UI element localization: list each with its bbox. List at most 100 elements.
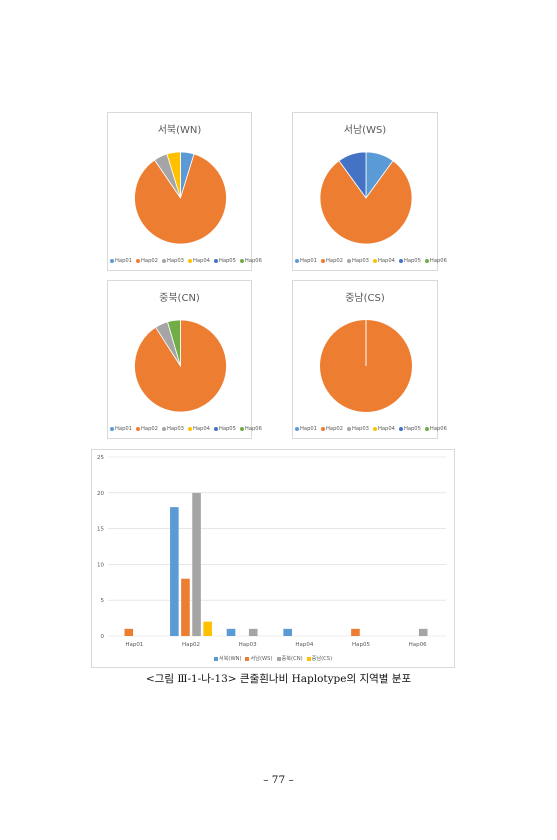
legend-label: Hap03 bbox=[166, 258, 184, 264]
legend-item-hap02: Hap02 bbox=[320, 426, 343, 432]
x-tick-label: Hap04 bbox=[295, 642, 313, 648]
legend-item-hap03: Hap03 bbox=[161, 258, 184, 264]
legend-marker bbox=[320, 258, 325, 263]
legend-marker bbox=[398, 426, 403, 431]
pie-chart-legend: Hap01 Hap02 Hap03 Hap04 Hap05 Hap06 bbox=[293, 258, 447, 264]
legend-marker bbox=[346, 426, 351, 431]
legend-marker bbox=[161, 258, 166, 263]
legend-item-hap01: Hap01 bbox=[295, 426, 317, 432]
legend-item-hap02: Hap02 bbox=[135, 426, 158, 432]
legend-label: Hap05 bbox=[218, 426, 236, 432]
legend-item-hap01: Hap01 bbox=[110, 426, 132, 432]
legend-item-hap06: Hap06 bbox=[424, 426, 447, 432]
legend-item-hap05: Hap05 bbox=[398, 258, 421, 264]
legend-marker bbox=[320, 426, 325, 431]
legend-item-hap01: Hap01 bbox=[110, 258, 132, 264]
pie-slice-hap02 bbox=[134, 153, 227, 245]
legend-marker bbox=[295, 258, 299, 263]
legend-marker bbox=[161, 426, 166, 431]
pie-chart-title: 중남(CS) bbox=[345, 293, 385, 304]
legend-item: 서남(WS) bbox=[245, 655, 273, 662]
legend-marker bbox=[110, 426, 114, 431]
legend-marker bbox=[187, 258, 192, 263]
legend-label: Hap04 bbox=[377, 426, 395, 432]
pie-chart-panel-cs: 중남(CS) Hap01 Hap02 Hap03 Hap04 Hap05 Hap06 bbox=[292, 280, 447, 439]
bar-chart-svg: 0 5 10 15 20 25 Hap01 Hap02 Hap03 Hap04 Hap05 Hap06 bbox=[97, 455, 446, 648]
pie-chart-panel-cn: 중북(CN) Hap01 Hap02 Hap03 Hap04 Hap05 Hap06 bbox=[107, 280, 262, 439]
legend-marker bbox=[239, 258, 244, 263]
legend-item-hap04: Hap04 bbox=[187, 426, 210, 432]
legend-item-hap03: Hap03 bbox=[161, 426, 184, 432]
pie-chart-svg bbox=[319, 151, 413, 245]
y-tick-label: 5 bbox=[101, 598, 105, 604]
legend-marker bbox=[135, 426, 140, 431]
bar-hap02-series-2 bbox=[192, 492, 201, 636]
legend-label: 서남(WS) bbox=[250, 656, 273, 662]
x-tick-label: Hap03 bbox=[239, 642, 257, 648]
legend-marker bbox=[424, 426, 429, 431]
y-tick-label: 15 bbox=[97, 527, 104, 533]
bar-chart-panel: 0 5 10 15 20 25 Hap01 Hap02 Hap03 Hap04 Hap05 Hap06… bbox=[91, 449, 455, 668]
legend-label: Hap04 bbox=[192, 258, 210, 264]
legend-label: Hap02 bbox=[325, 426, 343, 432]
legend-item-hap04: Hap04 bbox=[372, 426, 395, 432]
legend-label: 중북(CN) bbox=[281, 656, 303, 662]
pie-chart-svg bbox=[320, 320, 412, 412]
legend-label: Hap02 bbox=[325, 258, 343, 264]
pie-chart-legend: Hap01 Hap02 Hap03 Hap04 Hap05 Hap06 bbox=[108, 258, 262, 264]
legend-item-hap03: Hap03 bbox=[346, 258, 369, 264]
legend-marker bbox=[306, 656, 311, 661]
legend-marker bbox=[135, 258, 140, 263]
legend-label: Hap04 bbox=[192, 426, 210, 432]
bar-chart-legend: 서북(WN) 서남(WS) 중북(CN) 중남(CS) bbox=[92, 655, 454, 662]
bar-hap06-series-2 bbox=[418, 628, 428, 636]
pie-slice-hap04 bbox=[166, 151, 181, 199]
bar-hap02-series-0 bbox=[170, 507, 179, 636]
x-tick-label: Hap01 bbox=[125, 642, 143, 648]
y-tick-label: 0 bbox=[101, 634, 105, 640]
legend-item-hap03: Hap03 bbox=[346, 426, 369, 432]
legend-label: Hap01 bbox=[300, 426, 317, 432]
pie-chart-title: 서북(WN) bbox=[157, 125, 202, 136]
legend-marker bbox=[372, 426, 377, 431]
x-tick-label: Hap05 bbox=[352, 642, 370, 648]
legend-label: Hap06 bbox=[429, 258, 447, 264]
legend-label: Hap06 bbox=[244, 426, 262, 432]
legend-marker bbox=[372, 258, 377, 263]
legend-label: Hap05 bbox=[403, 258, 421, 264]
pie-chart-title: 서남(WS) bbox=[343, 125, 387, 136]
legend-label: Hap05 bbox=[218, 258, 236, 264]
legend-item-hap06: Hap06 bbox=[239, 426, 262, 432]
legend-label: Hap01 bbox=[115, 426, 132, 432]
pie-chart-title: 중북(CN) bbox=[159, 293, 200, 304]
legend-item-hap02: Hap02 bbox=[320, 258, 343, 264]
legend-label: Hap06 bbox=[429, 426, 447, 432]
y-tick-label: 20 bbox=[97, 491, 104, 497]
bar-hap02-series-1 bbox=[181, 578, 190, 636]
pie-chart-legend: Hap01 Hap02 Hap03 Hap04 Hap05 Hap06 bbox=[293, 426, 447, 432]
legend-label: Hap04 bbox=[377, 258, 395, 264]
legend-marker bbox=[213, 656, 218, 661]
legend-label: Hap01 bbox=[300, 258, 317, 264]
pie-slice-hap06 bbox=[167, 319, 181, 367]
legend-item: 중남(CS) bbox=[306, 655, 332, 662]
legend-item-hap04: Hap04 bbox=[372, 258, 395, 264]
legend-label: Hap03 bbox=[351, 426, 369, 432]
legend-marker bbox=[276, 656, 281, 661]
legend-label: Hap05 bbox=[403, 426, 421, 432]
y-tick-label: 25 bbox=[97, 455, 104, 461]
pie-chart-panel-wn: 서북(WN) Hap01 Hap02 Hap03 Hap04 Hap05 Hap06 bbox=[107, 112, 262, 271]
x-tick-label: Hap06 bbox=[409, 642, 427, 648]
legend-label: Hap03 bbox=[166, 426, 184, 432]
legend-label: Hap03 bbox=[351, 258, 369, 264]
bar-hap02-series-3 bbox=[203, 621, 212, 636]
legend-label: 서북(WN) bbox=[218, 656, 242, 662]
pie-chart-panel-ws: 서남(WS) Hap01 Hap02 Hap03 Hap04 Hap05 Hap06 bbox=[292, 112, 447, 271]
legend-marker bbox=[346, 258, 351, 263]
bar-hap01-series-1 bbox=[124, 628, 134, 636]
page-number: – 77 – bbox=[263, 774, 294, 786]
legend-item-hap04: Hap04 bbox=[187, 258, 210, 264]
legend-item-hap05: Hap05 bbox=[398, 426, 421, 432]
legend-label: Hap06 bbox=[244, 258, 262, 264]
legend-item: 서북(WN) bbox=[213, 655, 242, 662]
